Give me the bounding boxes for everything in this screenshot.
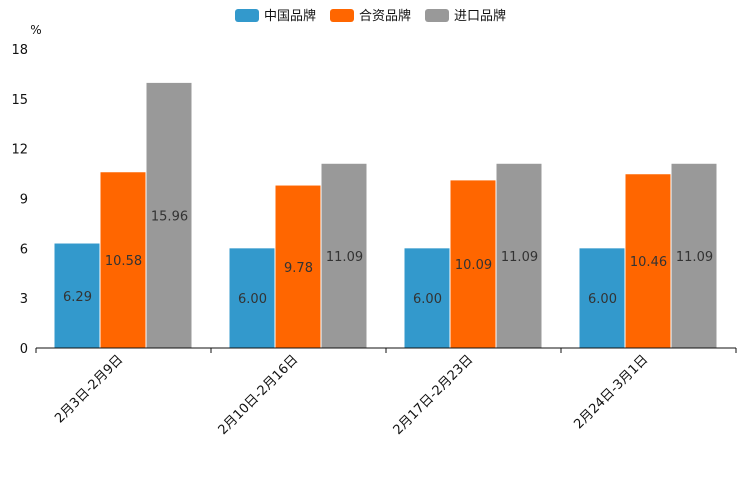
bars	[54, 82, 717, 349]
y-tick-label: 18	[11, 43, 28, 58]
y-tick-label: 6	[20, 242, 28, 257]
y-tick-label: 9	[20, 193, 28, 208]
legend-swatch	[235, 9, 259, 22]
y-tick-label: 0	[20, 342, 28, 357]
x-category-label: 2月3日-2月9日	[52, 352, 126, 426]
data-label: 6.29	[63, 290, 92, 305]
bar-1-1	[54, 243, 100, 348]
legend-item[interactable]: 进口品牌	[425, 8, 506, 24]
bar-3-4	[671, 163, 717, 348]
bar-2-1	[100, 172, 146, 348]
bar-1-2	[229, 248, 275, 348]
data-labels: 6.29 10.58 15.96 6.00 9.78 11.09 6.00 10.09 11.0…	[63, 209, 713, 307]
data-label: 10.58	[105, 254, 142, 269]
bar-3-3	[496, 163, 542, 348]
data-label: 10.46	[630, 255, 667, 270]
legend-item[interactable]: 中国品牌	[235, 8, 316, 24]
data-label: 11.09	[501, 250, 538, 265]
data-label: 15.96	[151, 209, 188, 224]
data-label: 6.00	[588, 292, 617, 307]
x-axis: 2月3日-2月9日 2月10日-2月16日 2月17日-2月23日 2月24日-3月1…	[35, 347, 737, 438]
legend-label: 合资品牌	[359, 8, 411, 24]
x-category-label: 2月10日-2月16日	[216, 352, 302, 438]
bar-2-4	[625, 174, 671, 348]
data-label: 9.78	[284, 261, 313, 276]
bar-3-2	[321, 163, 367, 348]
x-category-label: 2月24日-3月1日	[571, 352, 651, 432]
data-label: 11.09	[676, 250, 713, 265]
bar-1-4	[579, 248, 625, 348]
bar-3-1	[146, 82, 192, 349]
data-label: 6.00	[238, 292, 267, 307]
y-tick-label: 15	[11, 93, 28, 108]
y-tick-label: 12	[11, 143, 28, 158]
bar-2-3	[450, 180, 496, 348]
y-tick-label: 3	[20, 292, 28, 307]
legend: 中国品牌 合资品牌 进口品牌	[235, 8, 506, 24]
legend-item[interactable]: 合资品牌	[330, 8, 411, 24]
legend-swatch	[330, 9, 354, 22]
legend-label: 中国品牌	[264, 8, 316, 24]
y-axis: 0 3 6 9 12 15 18	[11, 43, 28, 357]
bar-2-2	[275, 185, 321, 348]
data-label: 11.09	[326, 250, 363, 265]
legend-swatch	[425, 9, 449, 22]
x-category-label: 2月17日-2月23日	[391, 352, 477, 438]
data-label: 6.00	[413, 292, 442, 307]
legend-label: 进口品牌	[454, 8, 506, 24]
y-axis-unit: %	[30, 23, 41, 37]
bar-1-3	[404, 248, 450, 348]
data-label: 10.09	[455, 258, 492, 273]
